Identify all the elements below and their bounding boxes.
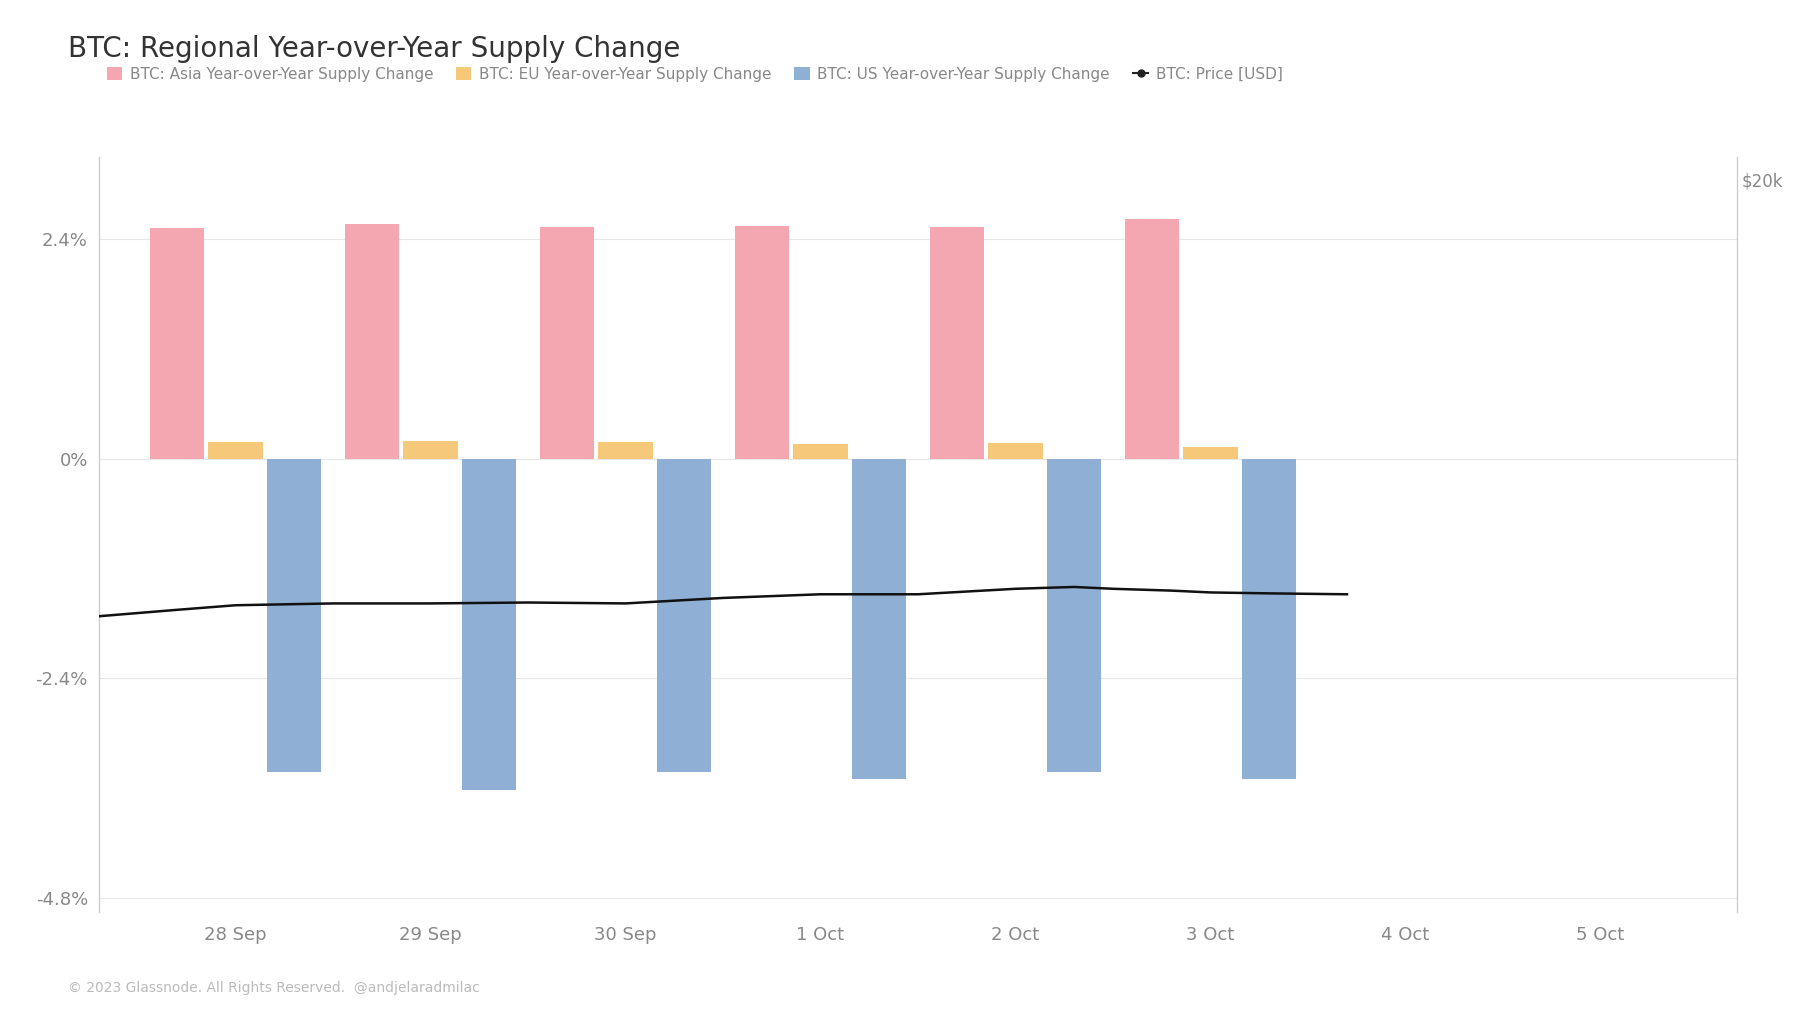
Bar <box>149 228 205 459</box>
Text: © 2023 Glassnode. All Rights Reserved.  @andjelaradmilac: © 2023 Glassnode. All Rights Reserved. @… <box>68 981 481 995</box>
Bar <box>598 443 653 459</box>
Bar <box>1048 459 1102 772</box>
Bar <box>734 226 790 459</box>
Bar <box>461 459 517 790</box>
Bar <box>540 227 594 459</box>
Bar <box>209 443 263 459</box>
Legend: BTC: Asia Year-over-Year Supply Change, BTC: EU Year-over-Year Supply Change, BT: BTC: Asia Year-over-Year Supply Change, … <box>106 67 1283 81</box>
Bar <box>403 441 457 459</box>
Bar <box>266 459 322 772</box>
Text: BTC: Regional Year-over-Year Supply Change: BTC: Regional Year-over-Year Supply Chan… <box>68 35 680 64</box>
Bar <box>1183 447 1238 459</box>
Bar <box>931 227 985 459</box>
Bar <box>1125 219 1179 459</box>
Bar <box>657 459 711 772</box>
Bar <box>794 445 848 459</box>
Bar <box>1242 459 1296 779</box>
Bar <box>346 224 400 459</box>
Bar <box>988 444 1042 459</box>
Bar <box>851 459 907 779</box>
